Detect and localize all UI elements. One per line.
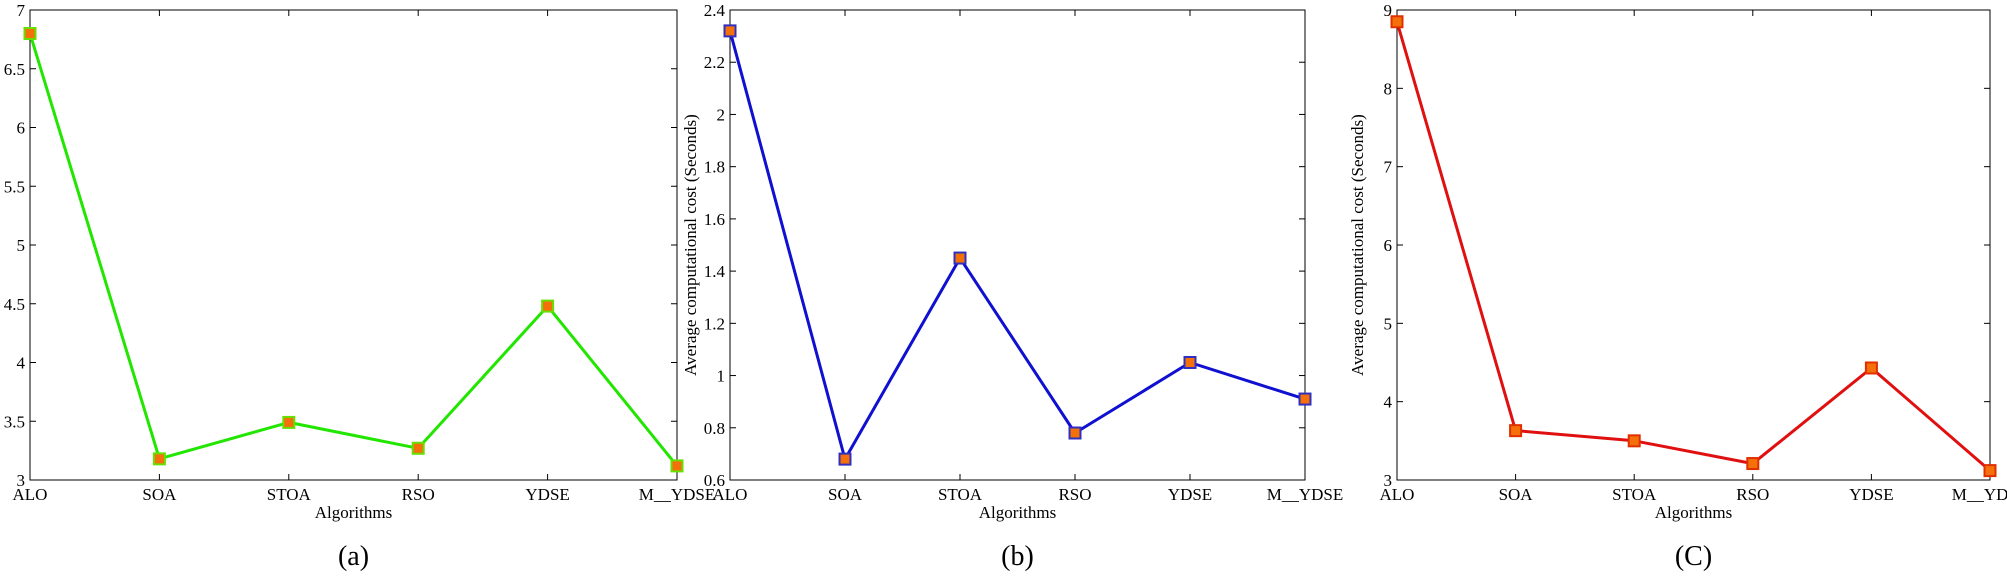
data-point: [838, 452, 852, 466]
y-tick-label: 4.5: [4, 295, 25, 314]
x-tick-label: M__YDSE: [1267, 485, 1344, 504]
series-line: [1395, 21, 1991, 472]
y-tick-label: 8: [1384, 79, 1393, 98]
y-tick-label: 5: [1384, 314, 1393, 333]
data-point: [152, 452, 166, 466]
y-tick-label: 2: [717, 105, 726, 124]
y-tick-label: 0.6: [704, 471, 725, 490]
chart-panel-2: 0.6 0.8 1 1.2 1.4 1.6 1.8 2 2.2 2.4 ALO SOA STOA RSO Y…: [681, 1, 1343, 572]
x-tick-label: STOA: [267, 485, 312, 504]
y-axis-label: Average computational cost (Seconds): [1348, 114, 1367, 376]
data-point: [953, 251, 967, 265]
y-tick-label: 4: [1384, 393, 1393, 412]
x-tick-label: YDSE: [1168, 485, 1212, 504]
data-point: [1627, 434, 1641, 448]
data-point: [723, 24, 737, 38]
y-tick-label: 3: [17, 471, 26, 490]
x-axis-label: Algorithms: [979, 503, 1056, 522]
y-tick-label: 6: [17, 119, 26, 138]
data-point: [23, 27, 37, 40]
x-tick-label: RSO: [1058, 485, 1091, 504]
panel-caption: (a): [338, 541, 369, 572]
x-tick-label: STOA: [1612, 485, 1657, 504]
data-point: [1746, 457, 1760, 471]
y-tick-label: 5: [17, 236, 26, 255]
plot-frame: [1396, 9, 1991, 481]
x-tick-label: ALO: [13, 485, 48, 504]
y-tick-label: 1.8: [704, 158, 725, 177]
y-tick-label: 1.2: [704, 314, 725, 333]
x-tick-label: M__YDSE: [639, 485, 716, 504]
data-point: [1390, 15, 1404, 29]
data-point: [670, 459, 684, 473]
y-tick-label: 3.5: [4, 412, 25, 431]
x-tick-label: ALO: [1380, 485, 1415, 504]
y-tick-label: 6: [1384, 236, 1393, 255]
data-point: [1298, 392, 1312, 406]
y-tick-label: 2.4: [704, 1, 726, 20]
chart-panel-3: 3 4 5 6 7 8 9 ALO SOA STOA RSO YDSE M__YDSE Algorithm…: [1348, 1, 2007, 572]
y-tick-label: 7: [1384, 158, 1393, 177]
x-tick-label: YDSE: [525, 485, 569, 504]
data-point: [1509, 424, 1523, 438]
x-tick-label: SOA: [1499, 485, 1534, 504]
chart-panel-1: 3 3.5 4 4.5 5 5.5 6 6.5 7 ALO SOA STOA RSO YDSE M__YDS…: [4, 1, 716, 572]
data-point: [1068, 426, 1082, 440]
y-tick-label: 0.8: [704, 419, 725, 438]
panel-caption: (C): [1675, 541, 1712, 572]
x-tick-label: ALO: [713, 485, 748, 504]
x-tick-label: STOA: [938, 485, 983, 504]
x-tick-label: SOA: [828, 485, 863, 504]
series-line: [728, 30, 1306, 461]
plot-frame: [29, 9, 678, 481]
y-tick-label: 6.5: [4, 60, 25, 79]
data-point: [411, 441, 425, 455]
x-tick-label: RSO: [1736, 485, 1769, 504]
x-tick-label: RSO: [402, 485, 435, 504]
x-tick-label: SOA: [142, 485, 177, 504]
y-tick-label: 1: [717, 367, 726, 386]
y-tick-label: 1.4: [704, 262, 726, 281]
y-axis-label: Average computational cost (Seconds): [681, 114, 700, 376]
data-point: [541, 299, 555, 313]
y-tick-label: 1.6: [704, 210, 725, 229]
x-axis-label: Algorithms: [315, 503, 392, 522]
plot-frame: [729, 9, 1306, 481]
data-point: [1864, 361, 1878, 375]
y-tick-label: 2.2: [704, 53, 725, 72]
y-tick-label: 3: [1384, 471, 1393, 490]
data-point: [1983, 464, 1997, 478]
y-tick-label: 7: [17, 1, 26, 20]
panel-caption: (b): [1001, 541, 1034, 572]
x-tick-label: M__YDSE: [1952, 485, 2007, 504]
series-line: [28, 33, 679, 467]
data-point: [282, 415, 296, 429]
y-tick-label: 4: [17, 354, 26, 373]
x-axis-label: Algorithms: [1655, 503, 1732, 522]
data-point: [1183, 356, 1197, 369]
y-tick-label: 5.5: [4, 177, 25, 196]
y-tick-label: 9: [1384, 1, 1393, 20]
x-tick-label: YDSE: [1849, 485, 1893, 504]
